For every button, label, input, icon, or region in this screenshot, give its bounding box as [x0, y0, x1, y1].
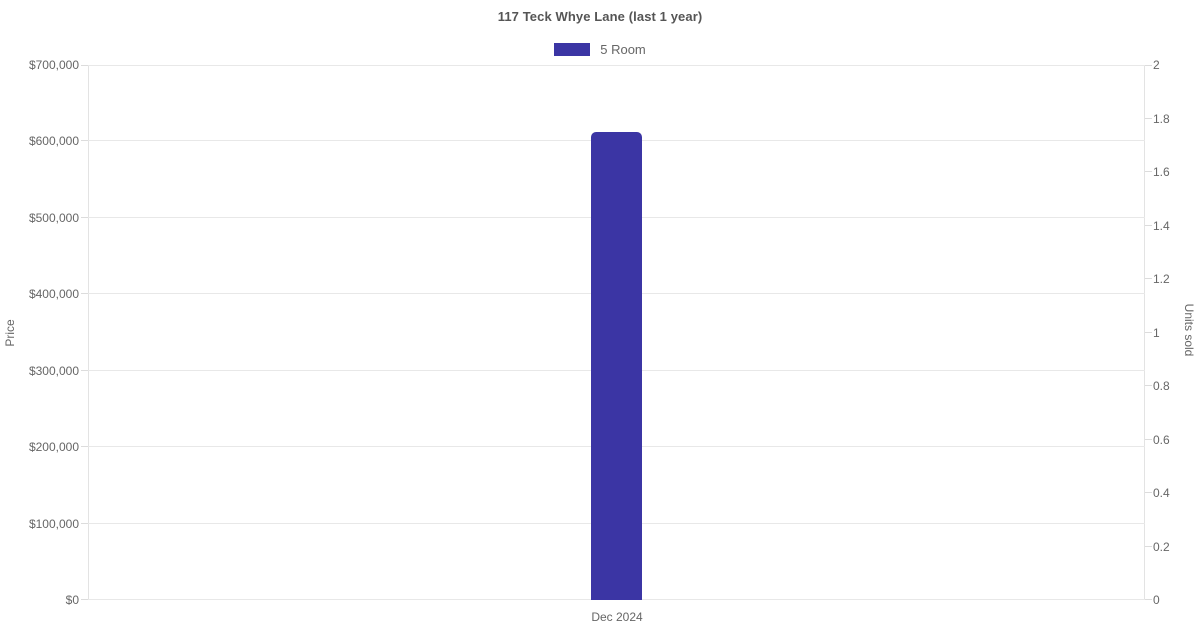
legend[interactable]: 5 Room	[0, 42, 1200, 57]
units-axis-tickmark	[1145, 332, 1152, 333]
price-axis-line	[88, 65, 89, 600]
units-axis-tickmark	[1145, 599, 1152, 600]
price-axis-tick-label: $200,000	[28, 440, 79, 454]
x-axis-tick-label: Dec 2024	[591, 610, 643, 624]
price-axis-tick-label: $600,000	[28, 134, 79, 148]
price-axis-tickmark	[81, 370, 88, 371]
x-axis-tick-labels: Dec 2024	[88, 610, 1145, 630]
units-axis-tick-label: 0.4	[1153, 486, 1170, 500]
units-axis-tick-label: 0	[1153, 593, 1160, 607]
price-axis-tickmark	[81, 523, 88, 524]
units-axis-tickmark	[1145, 171, 1152, 172]
bar-5-room[interactable]	[591, 131, 642, 600]
units-axis-tickmark	[1145, 439, 1152, 440]
price-axis-tickmark	[81, 140, 88, 141]
units-axis-tickmark	[1145, 492, 1152, 493]
units-axis-tick-label: 1.4	[1153, 219, 1170, 233]
units-axis-tickmark	[1145, 225, 1152, 226]
units-axis-tickmark	[1145, 118, 1152, 119]
units-axis-tickmark	[1145, 546, 1152, 547]
price-axis-tick-label: $700,000	[28, 58, 79, 72]
units-axis-tick-label: 1.6	[1153, 165, 1170, 179]
price-axis-tick-label: $100,000	[28, 517, 79, 531]
units-axis-tickmark	[1145, 385, 1152, 386]
units-axis-tick-label: 0.2	[1153, 540, 1170, 554]
legend-swatch-5-room	[554, 43, 591, 56]
price-axis-tick-labels: $0 $100,000 $200,000 $300,000 $400,000 $500,0…	[0, 58, 79, 607]
units-axis-tick-label: 1	[1153, 326, 1160, 340]
units-axis-line	[1144, 65, 1145, 600]
plot-area	[81, 65, 1152, 600]
chart-title: 117 Teck Whye Lane (last 1 year)	[497, 9, 703, 24]
price-axis-tickmark	[81, 446, 88, 447]
units-axis-tickmark	[1145, 65, 1152, 66]
units-axis-tick-label: 0.8	[1153, 379, 1170, 393]
price-axis-tick-label: $300,000	[28, 364, 79, 378]
units-axis-tickmark	[1145, 278, 1152, 279]
gridline	[88, 65, 1145, 66]
price-axis-tick-label: $400,000	[28, 287, 79, 301]
price-axis-tick-label: $500,000	[28, 211, 79, 225]
price-axis-tickmark	[81, 217, 88, 218]
units-axis-tick-label: 1.2	[1153, 272, 1170, 286]
units-axis-tick-label: 0.6	[1153, 433, 1170, 447]
price-axis-tickmark	[81, 293, 88, 294]
units-axis-tick-label: 1.8	[1153, 112, 1170, 126]
price-axis-title: Price	[3, 319, 17, 347]
price-axis-tick-label: $0	[65, 593, 79, 607]
price-axis-tickmark	[81, 65, 88, 66]
units-axis-tick-labels: 0 0.2 0.4 0.6 0.8 1 1.2 1.4 1.6 1.8 2	[1153, 58, 1198, 607]
units-axis-tick-label: 2	[1153, 58, 1160, 72]
units-axis-title: Units sold	[1182, 303, 1196, 357]
legend-label-5-room: 5 Room	[600, 42, 646, 57]
price-axis-tickmark	[81, 599, 88, 600]
